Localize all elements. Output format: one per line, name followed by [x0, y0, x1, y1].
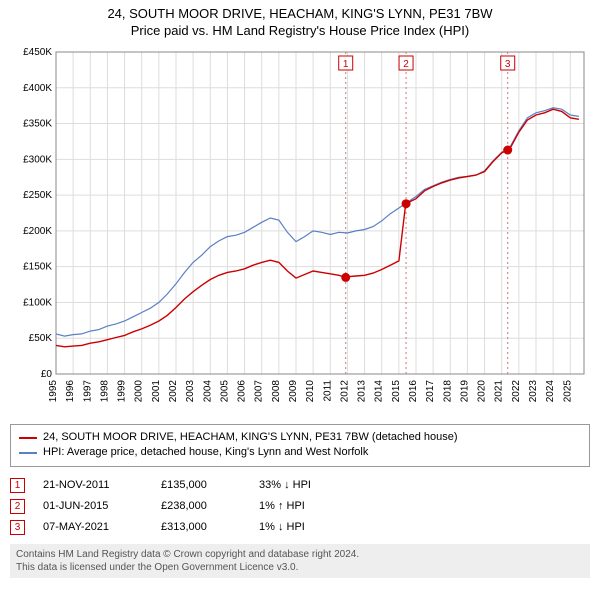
y-tick-label: £400K — [23, 83, 52, 94]
title-block: 24, SOUTH MOOR DRIVE, HEACHAM, KING'S LY… — [10, 6, 590, 38]
legend-label: HPI: Average price, detached house, King… — [43, 445, 368, 460]
x-tick-label: 2005 — [219, 380, 230, 403]
x-tick-label: 2003 — [185, 380, 196, 403]
legend-row: 24, SOUTH MOOR DRIVE, HEACHAM, KING'S LY… — [19, 430, 581, 445]
x-tick-label: 2012 — [339, 380, 350, 403]
y-tick-label: £450K — [23, 47, 52, 58]
x-tick-label: 2021 — [494, 380, 505, 403]
sales-marker: 2 — [10, 499, 25, 514]
sale-marker-number: 1 — [343, 59, 349, 70]
legend: 24, SOUTH MOOR DRIVE, HEACHAM, KING'S LY… — [10, 424, 590, 467]
line-chart: £0 £50K £100K £150K £200K £250K £300K £350K £400… — [10, 44, 590, 416]
x-tick-label: 2008 — [271, 380, 282, 403]
x-tick-label: 2002 — [168, 380, 179, 403]
x-tick-label: 1998 — [99, 380, 110, 403]
sale-dot — [504, 146, 512, 154]
x-tick-label: 2018 — [442, 380, 453, 403]
sale-marker-number: 3 — [505, 59, 511, 70]
x-tick-label: 2024 — [545, 380, 556, 403]
sales-marker: 3 — [10, 520, 25, 535]
sale-marker-number: 2 — [403, 59, 409, 70]
x-tick-label: 2004 — [202, 380, 213, 403]
y-tick-label: £0 — [41, 369, 53, 380]
x-tick-label: 2013 — [357, 380, 368, 403]
x-tick-label: 2009 — [288, 380, 299, 403]
x-tick-label: 2016 — [408, 380, 419, 403]
x-tick-label: 2023 — [528, 380, 539, 403]
x-tick-label: 1999 — [117, 380, 128, 403]
x-tick-label: 2010 — [305, 380, 316, 403]
sales-date: 01-JUN-2015 — [43, 500, 143, 512]
x-tick-label: 2015 — [391, 380, 402, 403]
x-tick-label: 2025 — [562, 380, 573, 403]
y-tick-label: £300K — [23, 154, 52, 165]
x-tick-label: 2022 — [511, 380, 522, 403]
sales-marker: 1 — [10, 478, 25, 493]
y-tick-label: £150K — [23, 262, 52, 273]
sales-price: £135,000 — [161, 479, 241, 491]
sales-table: 1 21-NOV-2011 £135,000 33% ↓ HPI 2 01-JUN-201… — [10, 475, 590, 538]
legend-swatch — [19, 452, 37, 454]
sales-row: 2 01-JUN-2015 £238,000 1% ↑ HPI — [10, 496, 590, 517]
y-tick-label: £200K — [23, 226, 52, 237]
chart-container: 24, SOUTH MOOR DRIVE, HEACHAM, KING'S LY… — [0, 0, 600, 590]
x-tick-label: 2017 — [425, 380, 436, 403]
sales-hpi: 1% ↑ HPI — [259, 500, 349, 512]
legend-label: 24, SOUTH MOOR DRIVE, HEACHAM, KING'S LY… — [43, 430, 458, 445]
chart-area: £0 £50K £100K £150K £200K £250K £300K £350K £400… — [10, 44, 590, 416]
footer: Contains HM Land Registry data © Crown c… — [10, 544, 590, 578]
y-tick-label: £350K — [23, 119, 52, 130]
x-tick-label: 1995 — [48, 380, 59, 403]
sales-date: 07-MAY-2021 — [43, 521, 143, 533]
footer-line1: Contains HM Land Registry data © Crown c… — [16, 548, 584, 561]
x-tick-label: 1997 — [82, 380, 93, 403]
y-tick-label: £250K — [23, 190, 52, 201]
sales-price: £313,000 — [161, 521, 241, 533]
legend-swatch — [19, 437, 37, 439]
sales-date: 21-NOV-2011 — [43, 479, 143, 491]
sale-dot — [402, 200, 410, 208]
x-tick-label: 2014 — [374, 380, 385, 403]
title-address: 24, SOUTH MOOR DRIVE, HEACHAM, KING'S LY… — [10, 6, 590, 21]
y-tick-label: £100K — [23, 297, 52, 308]
sales-row: 3 07-MAY-2021 £313,000 1% ↓ HPI — [10, 517, 590, 538]
sales-price: £238,000 — [161, 500, 241, 512]
x-tick-label: 2000 — [134, 380, 145, 403]
x-tick-label: 2019 — [459, 380, 470, 403]
x-tick-label: 2011 — [322, 380, 333, 402]
x-tick-label: 2007 — [254, 380, 265, 403]
x-tick-label: 2001 — [151, 380, 162, 403]
x-tick-label: 2020 — [477, 380, 488, 403]
legend-row: HPI: Average price, detached house, King… — [19, 445, 581, 460]
x-tick-label: 1996 — [65, 380, 76, 403]
footer-line2: This data is licensed under the Open Gov… — [16, 561, 584, 574]
sale-dot — [342, 273, 350, 281]
title-subtitle: Price paid vs. HM Land Registry's House … — [10, 23, 590, 38]
sales-hpi: 33% ↓ HPI — [259, 479, 349, 491]
y-tick-label: £50K — [29, 333, 53, 344]
sales-hpi: 1% ↓ HPI — [259, 521, 349, 533]
sales-row: 1 21-NOV-2011 £135,000 33% ↓ HPI — [10, 475, 590, 496]
x-tick-label: 2006 — [237, 380, 248, 403]
